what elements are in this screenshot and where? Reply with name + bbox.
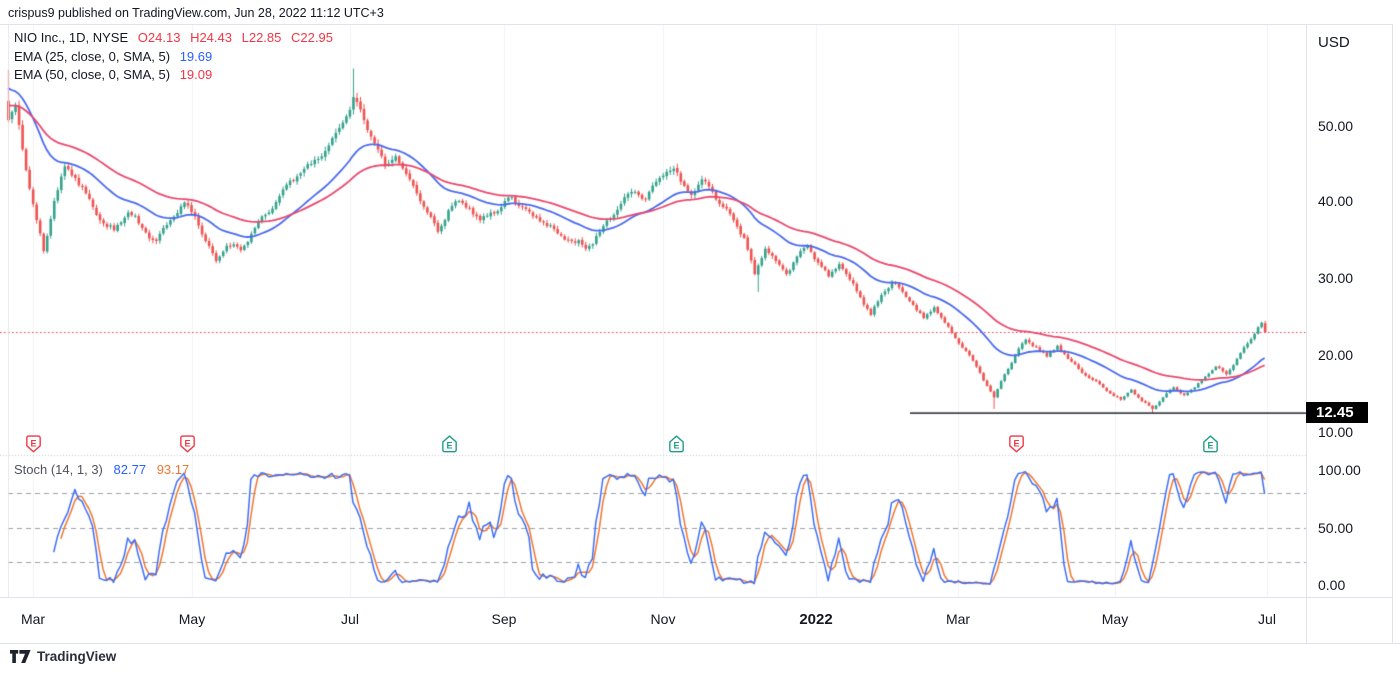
time-tick-label: 2022 [799,611,833,628]
ema50-value: 19.09 [179,67,213,82]
earnings-marker-red[interactable]: E [180,435,195,453]
ema25-value: 19.69 [179,49,213,64]
ema25-legend-row[interactable]: EMA (25, close, 0, SMA, 5) 19.69 [14,49,218,64]
price-tick-label: 40.00 [1318,193,1354,209]
chart-left-border [8,24,9,597]
ohlc-high: H24.43 [190,30,232,45]
time-tick-label: Mar [945,611,971,627]
svg-text:E: E [446,440,452,450]
tradingview-brand-text: TradingView [37,649,117,664]
svg-text:E: E [1013,438,1019,448]
stoch-legend-row[interactable]: Stoch (14, 1, 3) 82.77 93.17 [14,462,189,477]
symbol-title: NIO Inc., 1D, NYSE [14,30,129,45]
time-tick-label: Sep [491,611,517,627]
stoch-label: Stoch (14, 1, 3) [14,462,103,477]
ohlc-open: O24.13 [137,30,181,45]
earnings-marker-red[interactable]: E [26,435,41,453]
price-tick-label: 20.00 [1318,347,1354,363]
svg-text:E: E [1207,440,1213,450]
time-tick-label: Jul [341,611,359,627]
time-tick-label: Jul [1258,611,1276,627]
earnings-marker-green[interactable]: E [1203,435,1218,453]
stoch-d-value: 93.17 [156,462,190,477]
price-tick-label: 10.00 [1318,424,1354,440]
stoch-tick-label: 50.00 [1318,520,1354,536]
time-tick-label: May [178,611,206,627]
ohlc-low: L22.85 [241,30,282,45]
ohlc-close: C22.95 [291,30,333,45]
tradingview-logo[interactable]: TradingView [10,649,116,664]
publish-header: crispus9 published on TradingView.com, J… [8,6,384,20]
ema25-label: EMA (25, close, 0, SMA, 5) [14,49,171,64]
symbol-legend-row[interactable]: NIO Inc., 1D, NYSE O24.13 H24.43 L22.85 … [14,30,339,45]
time-tick-label: May [1101,611,1129,627]
ema50-label: EMA (50, close, 0, SMA, 5) [14,67,171,82]
stoch-k-value: 82.77 [113,462,147,477]
tradingview-logo-icon [10,649,31,663]
time-tick-label: Mar [20,611,46,627]
svg-text:E: E [673,440,679,450]
time-axis-bottom-border [0,643,1400,644]
svg-text:E: E [184,438,190,448]
ema50-legend-row[interactable]: EMA (50, close, 0, SMA, 5) 19.09 [14,67,218,82]
time-tick-label: Nov [650,611,676,627]
price-tick-label: 50.00 [1318,118,1354,134]
earnings-marker-red[interactable]: E [1009,435,1024,453]
time-axis-top-border[interactable] [0,597,1392,598]
earnings-marker-green[interactable]: E [669,435,684,453]
stoch-tick-label: 0.00 [1318,577,1346,593]
price-axis-border[interactable] [1306,24,1307,643]
price-tick-label: 30.00 [1318,270,1354,286]
chart-right-border [1392,24,1393,643]
svg-text:E: E [30,438,36,448]
chart-top-border [0,24,1392,25]
stoch-tick-label: 100.00 [1318,462,1361,478]
earnings-marker-green[interactable]: E [442,435,457,453]
price-axis-unit: USD [1318,34,1350,51]
low-price-label: 12.45 [1306,402,1368,423]
